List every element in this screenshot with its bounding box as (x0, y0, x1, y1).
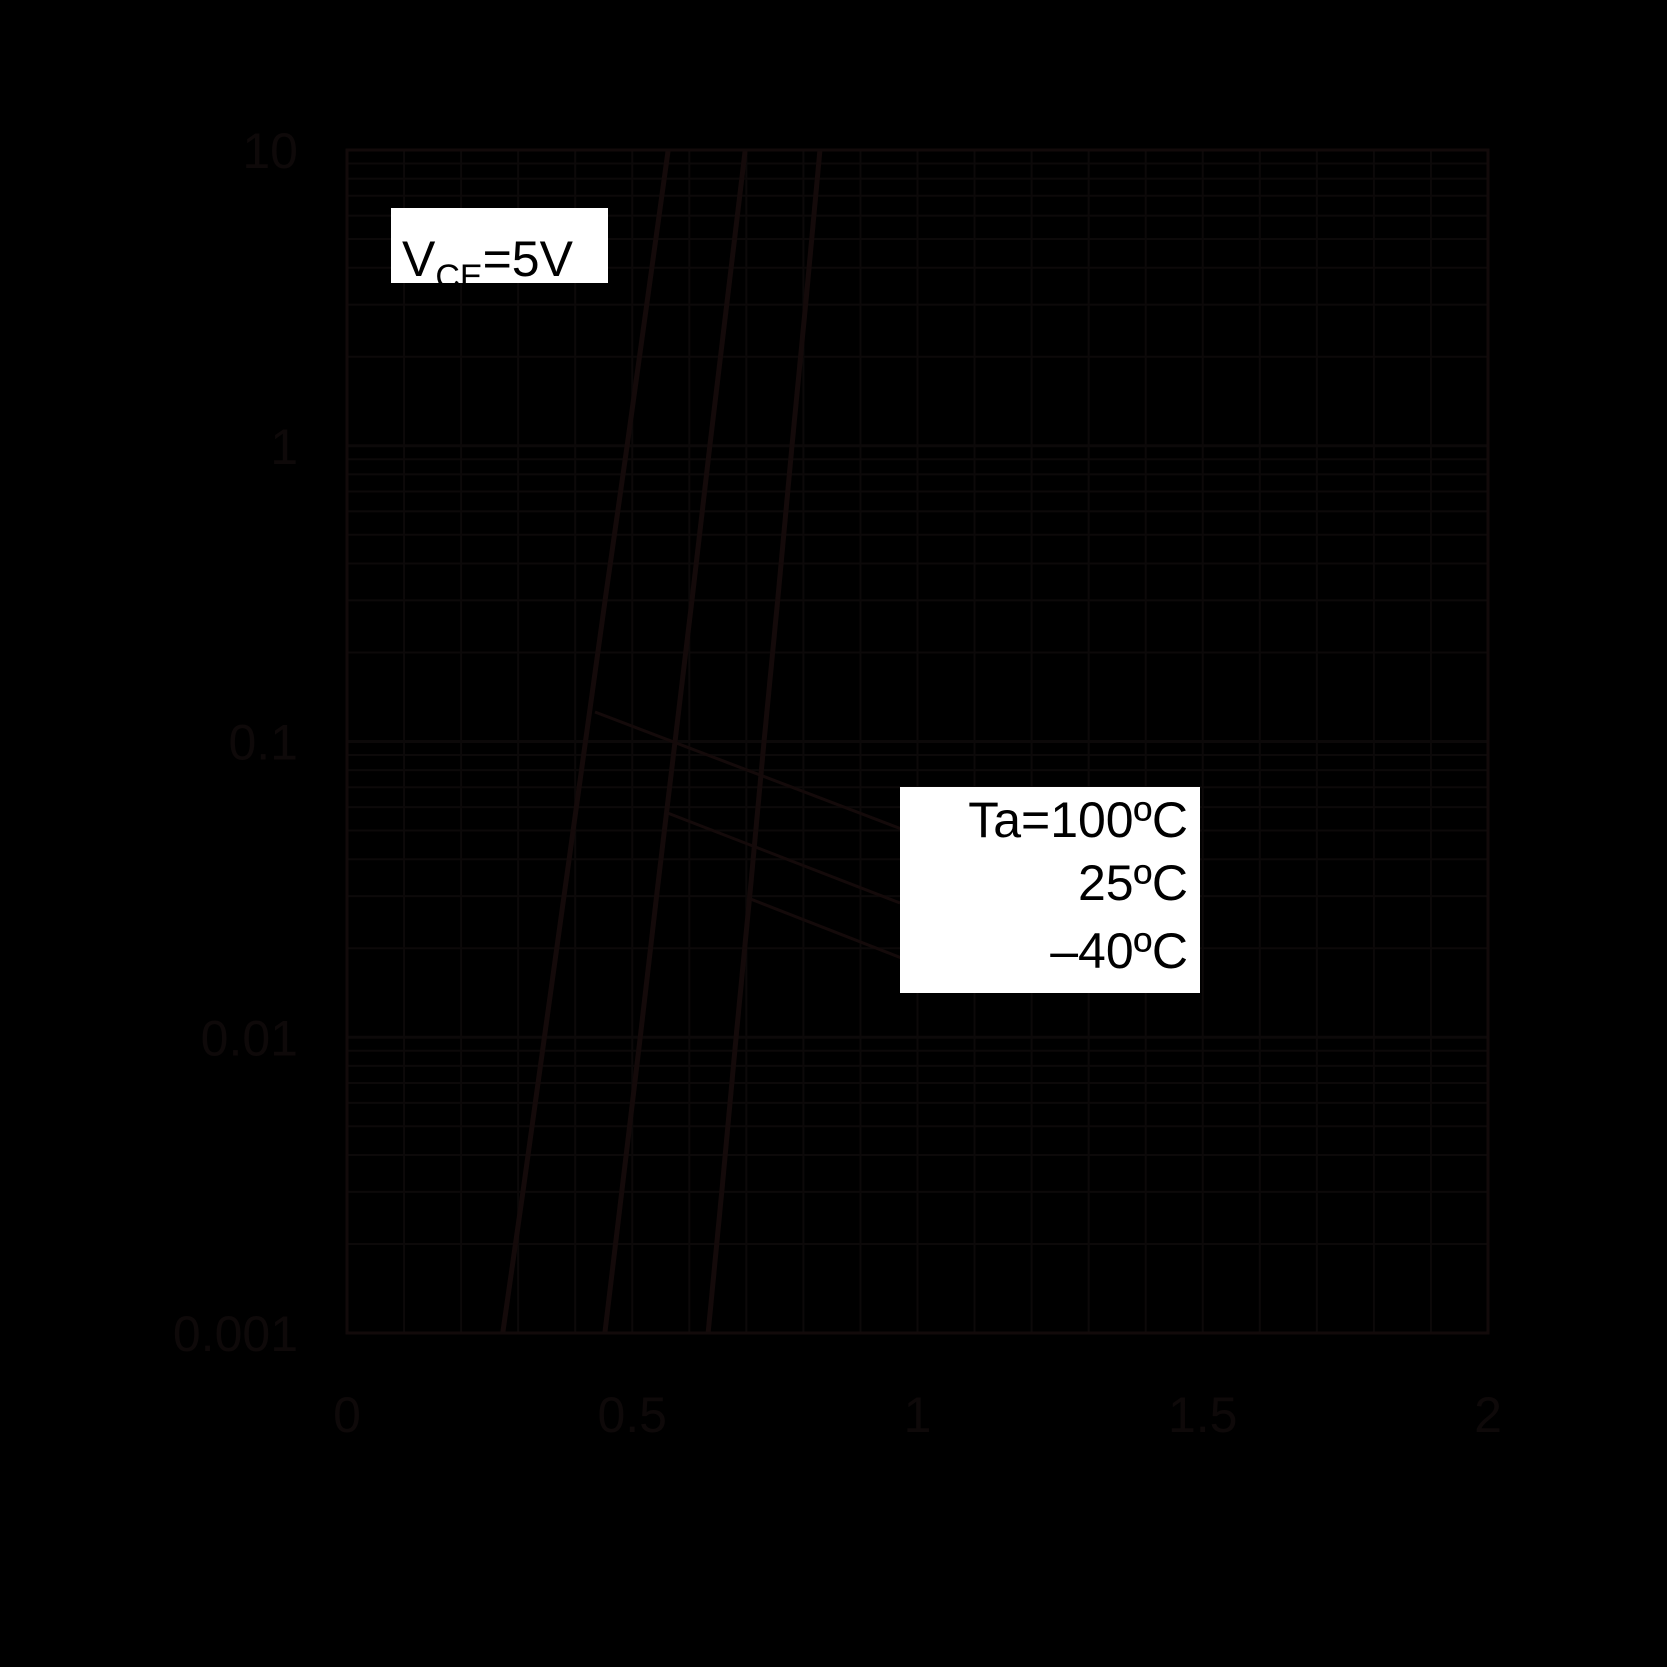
condition-subscript: CE (435, 258, 482, 296)
x-tick-label: 0 (333, 1387, 361, 1443)
y-tick-label: 10 (242, 123, 298, 179)
y-tick-label: 1 (270, 419, 298, 475)
leader-line-0 (594, 710, 913, 835)
series-line-2 (705, 149, 823, 1334)
y-tick-label: 0.001 (173, 1306, 298, 1362)
x-tick-label: 0.5 (597, 1387, 667, 1443)
svg-text:VCE=5V: VCE=5V (402, 231, 574, 296)
plot-frame (345, 148, 1490, 1335)
legend-leader-lines (594, 710, 928, 970)
tick-labels: 0 0.5 1 1.5 2 10 1 0.1 0.01 0.001 (173, 123, 1502, 1443)
x-tick-label: 1.5 (1168, 1387, 1238, 1443)
condition-suffix: =5V (483, 231, 574, 287)
series-line-0 (500, 149, 671, 1334)
leader-line-2 (747, 896, 928, 970)
condition-box: VCE=5V (391, 208, 608, 296)
condition-prefix: V (402, 231, 436, 287)
x-tick-label: 2 (1474, 1387, 1502, 1443)
legend: Ta=100ºC 25ºC –40ºC (900, 787, 1200, 993)
y-tick-label: 0.01 (201, 1010, 298, 1066)
leader-line-1 (664, 810, 901, 905)
x-tick-label: 1 (904, 1387, 932, 1443)
legend-label-minus40c: –40ºC (1050, 923, 1188, 979)
grid (347, 150, 1488, 1333)
legend-label-25c: 25ºC (1078, 855, 1188, 911)
legend-label-100c: Ta=100ºC (968, 792, 1188, 848)
y-tick-label: 0.1 (228, 715, 298, 771)
